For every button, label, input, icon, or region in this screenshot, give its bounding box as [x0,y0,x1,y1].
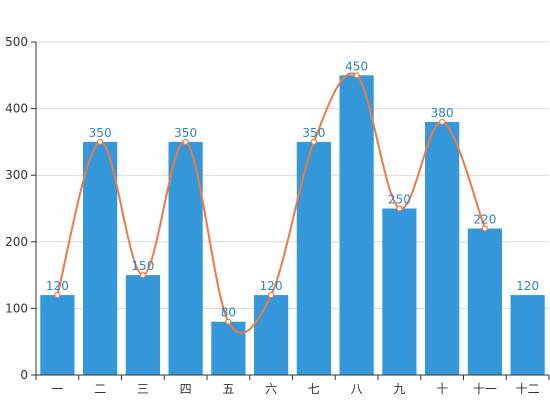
x-tick-label: 八 [351,382,363,396]
data-label: 220 [473,212,496,226]
x-tick-label: 九 [393,382,405,396]
axes: 0 100 200 300 400 500 一 二 三 四 五 六 七 八 九 十 十一 十二 [5,35,550,396]
data-labels: 120 350 150 350 80 120 350 450 250 380 220 120 [46,59,539,319]
data-label: 120 [516,279,539,293]
grid-lines [36,41,549,309]
line-point [310,138,317,145]
bar [125,275,160,375]
line-series [54,72,488,334]
bar [168,141,203,375]
data-label: 350 [174,126,197,140]
line-point [353,72,360,79]
bar [40,295,75,375]
y-tick-label: 100 [5,301,28,315]
x-tick-label: 五 [222,382,234,396]
data-label: 250 [388,193,411,207]
trend-line [56,72,486,334]
x-tick-label: 十 [436,382,448,396]
bar [425,121,460,375]
x-tick-label: 四 [180,382,192,396]
y-tick-label: 0 [20,368,28,382]
x-tick-label: 十一 [473,382,497,396]
bar [510,295,545,375]
line-point [396,205,403,212]
line-point [481,225,488,232]
data-label: 350 [89,126,112,140]
bar [339,75,374,376]
line-point [182,138,189,145]
x-tick-label: 六 [265,382,277,396]
y-tick-label: 500 [5,35,28,49]
data-label: 150 [131,259,154,273]
bar-series [40,75,545,376]
data-label: 80 [221,306,236,320]
bar [467,228,502,375]
line-point [54,291,61,299]
bar [296,141,331,375]
y-tick-label: 400 [5,102,28,116]
x-tick-label: 三 [137,382,149,396]
line-point [225,318,232,325]
line-point [97,138,104,145]
bar [83,141,118,375]
bar [211,321,246,375]
line-point [139,272,146,279]
x-tick-label: 一 [51,382,63,396]
bar [254,295,289,375]
y-tick-label: 300 [5,168,28,182]
data-label: 450 [345,59,368,73]
line-point [268,291,275,299]
x-tick-label: 二 [94,382,106,396]
bar [382,208,417,375]
data-label: 380 [431,106,454,120]
x-tick-label: 十二 [516,382,540,396]
data-label: 120 [46,279,69,293]
data-label: 350 [302,126,325,140]
line-point [439,118,446,126]
data-label: 120 [260,279,283,293]
y-tick-label: 200 [5,235,28,249]
x-tick-label: 七 [308,382,320,396]
